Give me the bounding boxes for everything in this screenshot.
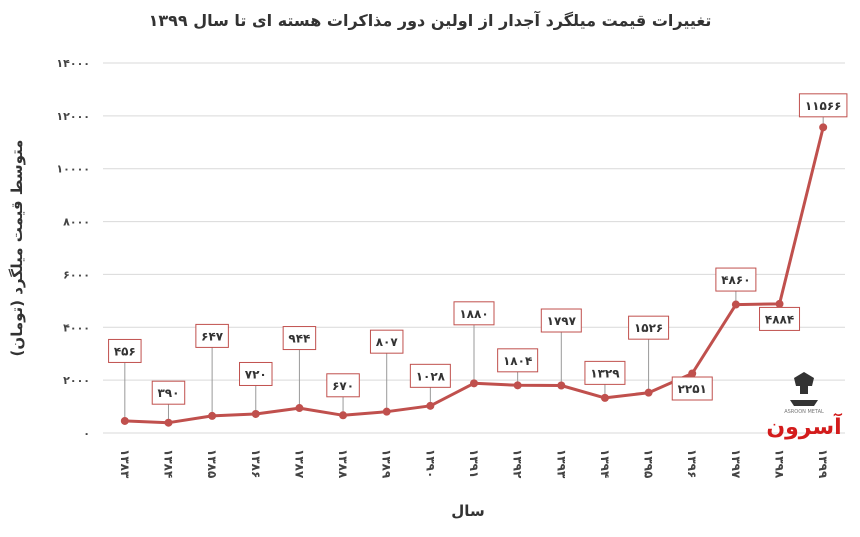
y-tick-label: ۸۰۰۰ — [63, 216, 90, 229]
data-label: ۱۷۹۷ — [547, 314, 577, 328]
data-label: ۷۲۰ — [245, 367, 267, 381]
label-leaders — [124, 105, 824, 423]
x-axis-ticks: ۱۳۸۳ ۱۳۸۴ ۱۳۸۵ ۱۳۸۶ ۱۳۸۷ ۱۳۸۸ ۱۳۸۹ ۱۳۹۰ ۱۳۹۱ ۱۳۹۲… — [118, 449, 830, 479]
data-label: ۱۸۸۰ — [459, 307, 488, 321]
data-label: ۹۴۴ — [288, 332, 310, 346]
data-label: ۸۰۷ — [376, 335, 399, 349]
data-label: ۱۰۲۸ — [416, 369, 446, 383]
x-tick-label: ۱۳۹۴ — [598, 449, 612, 478]
data-label-box — [798, 93, 848, 118]
data-point — [120, 416, 129, 425]
y-axis-ticks: ۰ ۲۰۰۰ ۴۰۰۰ ۶۰۰۰ ۸۰۰۰ ۱۰۰۰۰ ۱۲۰۰۰ ۱۴۰۰۰ — [56, 57, 90, 440]
data-point — [819, 123, 828, 132]
data-label-box — [540, 308, 582, 333]
x-tick-label: ۱۳۹۷ — [729, 449, 743, 479]
data-label: ۱۳۲۹ — [590, 366, 620, 380]
x-tick-label: ۱۳۸۹ — [380, 449, 394, 479]
data-point — [731, 300, 740, 309]
x-tick-label: ۱۳۹۱ — [467, 449, 481, 478]
y-tick-label: ۲۰۰۰ — [63, 374, 90, 387]
data-label-box — [759, 306, 801, 331]
data-label: ۱۱۵۶۶ — [805, 99, 842, 113]
data-point — [470, 379, 478, 388]
data-point — [775, 299, 784, 308]
data-label-box — [715, 267, 757, 292]
data-label-box — [369, 329, 404, 354]
data-point — [382, 407, 391, 416]
data-point — [426, 401, 435, 410]
x-tick-label: ۱۳۹۰ — [423, 449, 437, 478]
data-point — [251, 409, 260, 418]
data-label: ۶۷۰ — [332, 379, 354, 393]
data-label-box — [409, 363, 451, 388]
x-tick-label: ۱۳۸۸ — [336, 449, 350, 479]
y-axis-title: متوسط قیمت میلگرد (تومان) — [8, 140, 26, 357]
y-tick-label: ۶۰۰۰ — [63, 268, 90, 281]
data-point — [339, 411, 348, 420]
y-tick-label: ۱۲۰۰۰ — [56, 110, 90, 123]
data-label: ۶۴۷ — [201, 329, 224, 343]
data-point — [295, 404, 304, 413]
data-label-box — [584, 360, 626, 385]
data-label: ۴۸۶۰ — [721, 273, 750, 287]
anvil-icon — [790, 372, 818, 406]
data-label-box — [282, 326, 317, 351]
x-tick-label: ۱۳۹۶ — [685, 449, 699, 478]
x-tick-label: ۱۳۸۶ — [249, 449, 263, 478]
x-tick-label: ۱۳۸۵ — [205, 449, 219, 478]
data-label: ۲۲۵۱ — [678, 382, 707, 396]
data-label: ۳۹۰ — [157, 386, 179, 400]
watermark-logo: ASROON METAL آسرون — [766, 372, 842, 440]
x-tick-label: ۱۳۹۵ — [642, 449, 656, 478]
data-label: ۴۸۸۴ — [765, 312, 794, 326]
data-points — [120, 123, 828, 427]
data-label: ۱۸۰۴ — [503, 354, 532, 368]
data-label: ۱۵۲۶ — [634, 321, 663, 335]
data-label-box — [671, 376, 713, 401]
data-point — [557, 381, 566, 390]
data-label-box — [195, 323, 229, 348]
data-label: ۴۵۶ — [114, 344, 136, 358]
data-point — [600, 393, 609, 402]
watermark-text: آسرون — [766, 412, 842, 440]
x-tick-label: ۱۳۹۳ — [554, 449, 568, 479]
data-point — [688, 369, 697, 378]
watermark-subtext: ASROON METAL — [784, 409, 824, 415]
x-axis-title: سال — [451, 502, 484, 520]
data-point — [644, 388, 653, 397]
x-tick-label: ۱۳۹۲ — [511, 449, 525, 479]
data-label-box — [628, 315, 670, 340]
y-tick-label: ۱۰۰۰۰ — [56, 163, 90, 176]
data-point — [208, 411, 217, 420]
x-tick-label: ۱۳۸۳ — [118, 449, 132, 479]
data-label-box — [239, 361, 273, 386]
x-tick-label: ۱۳۸۴ — [161, 449, 175, 478]
x-tick-label: ۱۳۹۸ — [773, 449, 787, 479]
data-point — [513, 381, 522, 390]
data-label-box — [497, 348, 539, 373]
data-labels: ۴۵۶ ۳۹۰ ۶۴۷ ۷۲۰ ۹۴۴ ۶۷۰ ۸۰۷ ۱۰۲۸ ۱۸۸۰ ۱۸۰۴ ۱۷۹۷ ۱۳۲… — [108, 93, 848, 405]
data-label-box — [151, 380, 186, 405]
x-tick-label: ۱۳۹۹ — [816, 449, 830, 479]
chart-title: تغییرات قیمت میلگرد آجدار از اولین دور م… — [149, 10, 712, 30]
x-tick-label: ۱۳۸۷ — [292, 449, 306, 479]
data-label-box — [453, 301, 495, 326]
y-tick-label: ۴۰۰۰ — [63, 321, 90, 334]
data-point — [164, 418, 173, 427]
data-label-box — [326, 373, 360, 398]
y-tick-label: ۱۴۰۰۰ — [56, 57, 90, 70]
y-tick-label: ۰ — [83, 427, 90, 440]
data-label-box — [108, 338, 142, 363]
